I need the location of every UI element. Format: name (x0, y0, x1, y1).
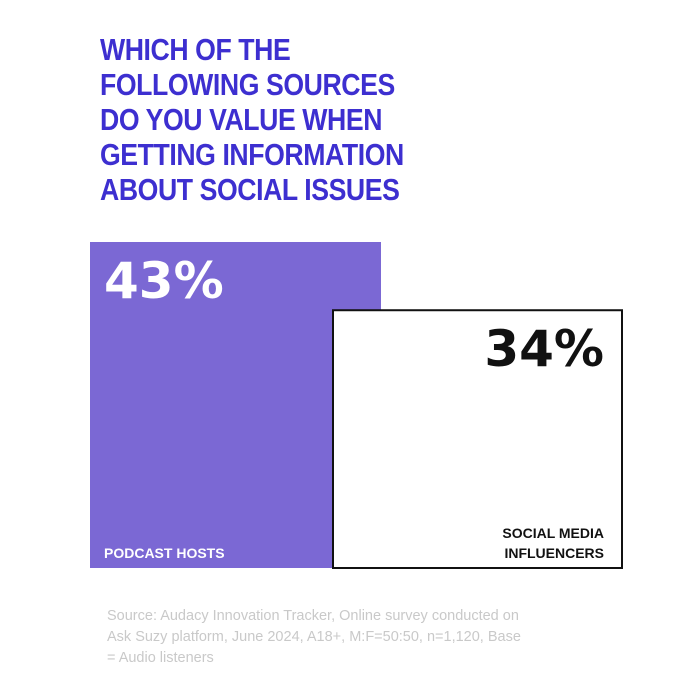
bar (332, 309, 623, 569)
data-label: 34% (484, 320, 604, 378)
category-label: PODCAST HOSTS (104, 545, 225, 561)
chart-title-line: FOLLOWING SOURCES (100, 67, 395, 102)
chart-title-line: WHICH OF THE (100, 32, 291, 67)
chart-title-line: DO YOU VALUE WHEN (100, 102, 383, 137)
source-note: Source: Audacy Innovation Tracker, Onlin… (107, 608, 521, 666)
category-label: SOCIAL MEDIA (502, 525, 604, 541)
data-label: 43% (104, 252, 224, 310)
chart-title: WHICH OF THE FOLLOWING SOURCES DO YOU VA… (100, 32, 444, 207)
chart-title-line: ABOUT SOCIAL ISSUES (100, 172, 400, 207)
category-label: INFLUENCERS (504, 545, 604, 561)
chart-title-line: GETTING INFORMATION (100, 137, 404, 172)
